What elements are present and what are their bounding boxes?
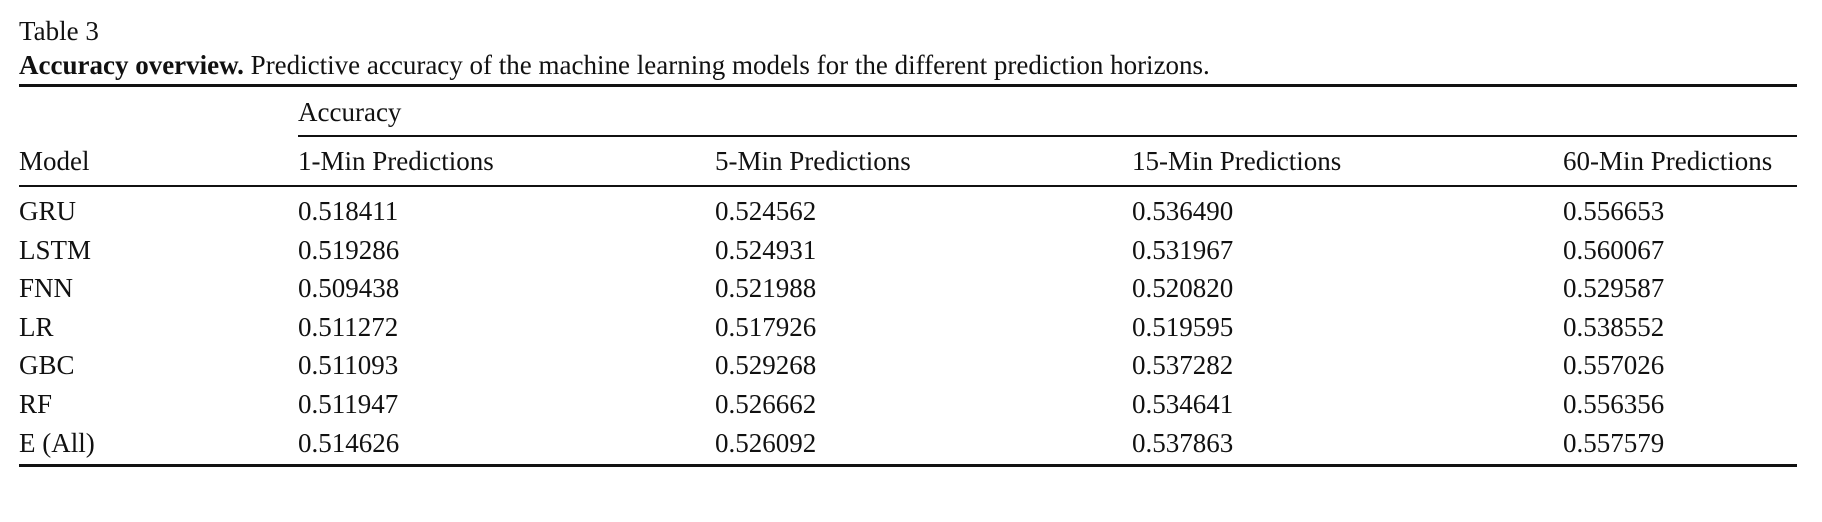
model-name-cell: E (All) <box>19 427 95 458</box>
caption-title: Accuracy overview. <box>19 50 244 80</box>
table-caption: Accuracy overview. Predictive accuracy o… <box>19 48 1797 84</box>
accuracy-cell: 0.514626 <box>298 427 400 458</box>
accuracy-cell: 0.534641 <box>1132 388 1234 419</box>
model-name-cell: LSTM <box>19 234 92 265</box>
accuracy-cell: 0.526092 <box>715 427 817 458</box>
accuracy-cell: 0.556653 <box>1563 196 1665 226</box>
table-figure: Table 3 Accuracy overview. Predictive ac… <box>19 14 1797 468</box>
table-row: FNN 0.509438 0.521988 0.520820 0.529587 <box>19 269 1797 308</box>
model-name-cell: LR <box>19 311 54 342</box>
accuracy-cell: 0.537282 <box>1132 350 1234 381</box>
accuracy-cell: 0.521988 <box>715 273 817 304</box>
column-header: 60-Min Predictions <box>1563 146 1773 176</box>
header-rule <box>19 185 1797 187</box>
accuracy-cell: 0.536490 <box>1132 196 1234 226</box>
model-name-cell: FNN <box>19 273 74 304</box>
accuracy-cell: 0.520820 <box>1132 273 1234 304</box>
group-header-rule <box>298 135 1797 137</box>
model-name-cell: GRU <box>19 196 77 226</box>
table-label: Table 3 <box>19 16 99 46</box>
accuracy-cell: 0.538552 <box>1563 311 1665 342</box>
accuracy-cell: 0.519286 <box>298 234 400 265</box>
accuracy-cell: 0.524562 <box>715 196 817 226</box>
table-row: LR 0.511272 0.517926 0.519595 0.538552 <box>19 308 1797 347</box>
accuracy-cell: 0.560067 <box>1563 234 1665 265</box>
table-row: GBC 0.511093 0.529268 0.537282 0.557026 <box>19 346 1797 385</box>
model-name-cell: RF <box>19 388 53 419</box>
accuracy-cell: 0.511272 <box>298 311 399 342</box>
table-row: GRU 0.518411 0.524562 0.536490 0.556653 <box>19 192 1797 231</box>
accuracy-cell: 0.557579 <box>1563 427 1665 458</box>
accuracy-cell: 0.511093 <box>298 350 399 381</box>
table-row: RF 0.511947 0.526662 0.534641 0.556356 <box>19 385 1797 424</box>
table-row: LSTM 0.519286 0.524931 0.531967 0.560067 <box>19 231 1797 270</box>
column-header: Model <box>19 146 90 176</box>
column-header-row: Model 1-Min Predictions 5-Min Prediction… <box>19 137 1797 185</box>
accuracy-cell: 0.517926 <box>715 311 817 342</box>
accuracy-cell: 0.529587 <box>1563 273 1665 304</box>
accuracy-cell: 0.518411 <box>298 196 399 226</box>
caption-text: Predictive accuracy of the machine learn… <box>243 50 1210 80</box>
accuracy-cell: 0.556356 <box>1563 388 1665 419</box>
table-row: E (All) 0.514626 0.526092 0.537863 0.557… <box>19 424 1797 463</box>
accuracy-cell: 0.524931 <box>715 234 817 265</box>
column-header: 15-Min Predictions <box>1132 146 1342 176</box>
bottom-rule <box>19 464 1797 468</box>
column-header: 1-Min Predictions <box>298 146 494 176</box>
accuracy-cell: 0.531967 <box>1132 234 1234 265</box>
accuracy-cell: 0.537863 <box>1132 427 1234 458</box>
accuracy-cell: 0.511947 <box>298 388 399 419</box>
group-header-row: Accuracy <box>19 87 1797 135</box>
group-header-accuracy: Accuracy <box>298 97 402 127</box>
accuracy-cell: 0.526662 <box>715 388 817 419</box>
accuracy-cell: 0.529268 <box>715 350 817 381</box>
accuracy-cell: 0.557026 <box>1563 350 1665 381</box>
accuracy-cell: 0.509438 <box>298 273 400 304</box>
column-header: 5-Min Predictions <box>715 146 911 176</box>
top-rule <box>19 84 1797 87</box>
model-name-cell: GBC <box>19 350 75 381</box>
accuracy-cell: 0.519595 <box>1132 311 1234 342</box>
